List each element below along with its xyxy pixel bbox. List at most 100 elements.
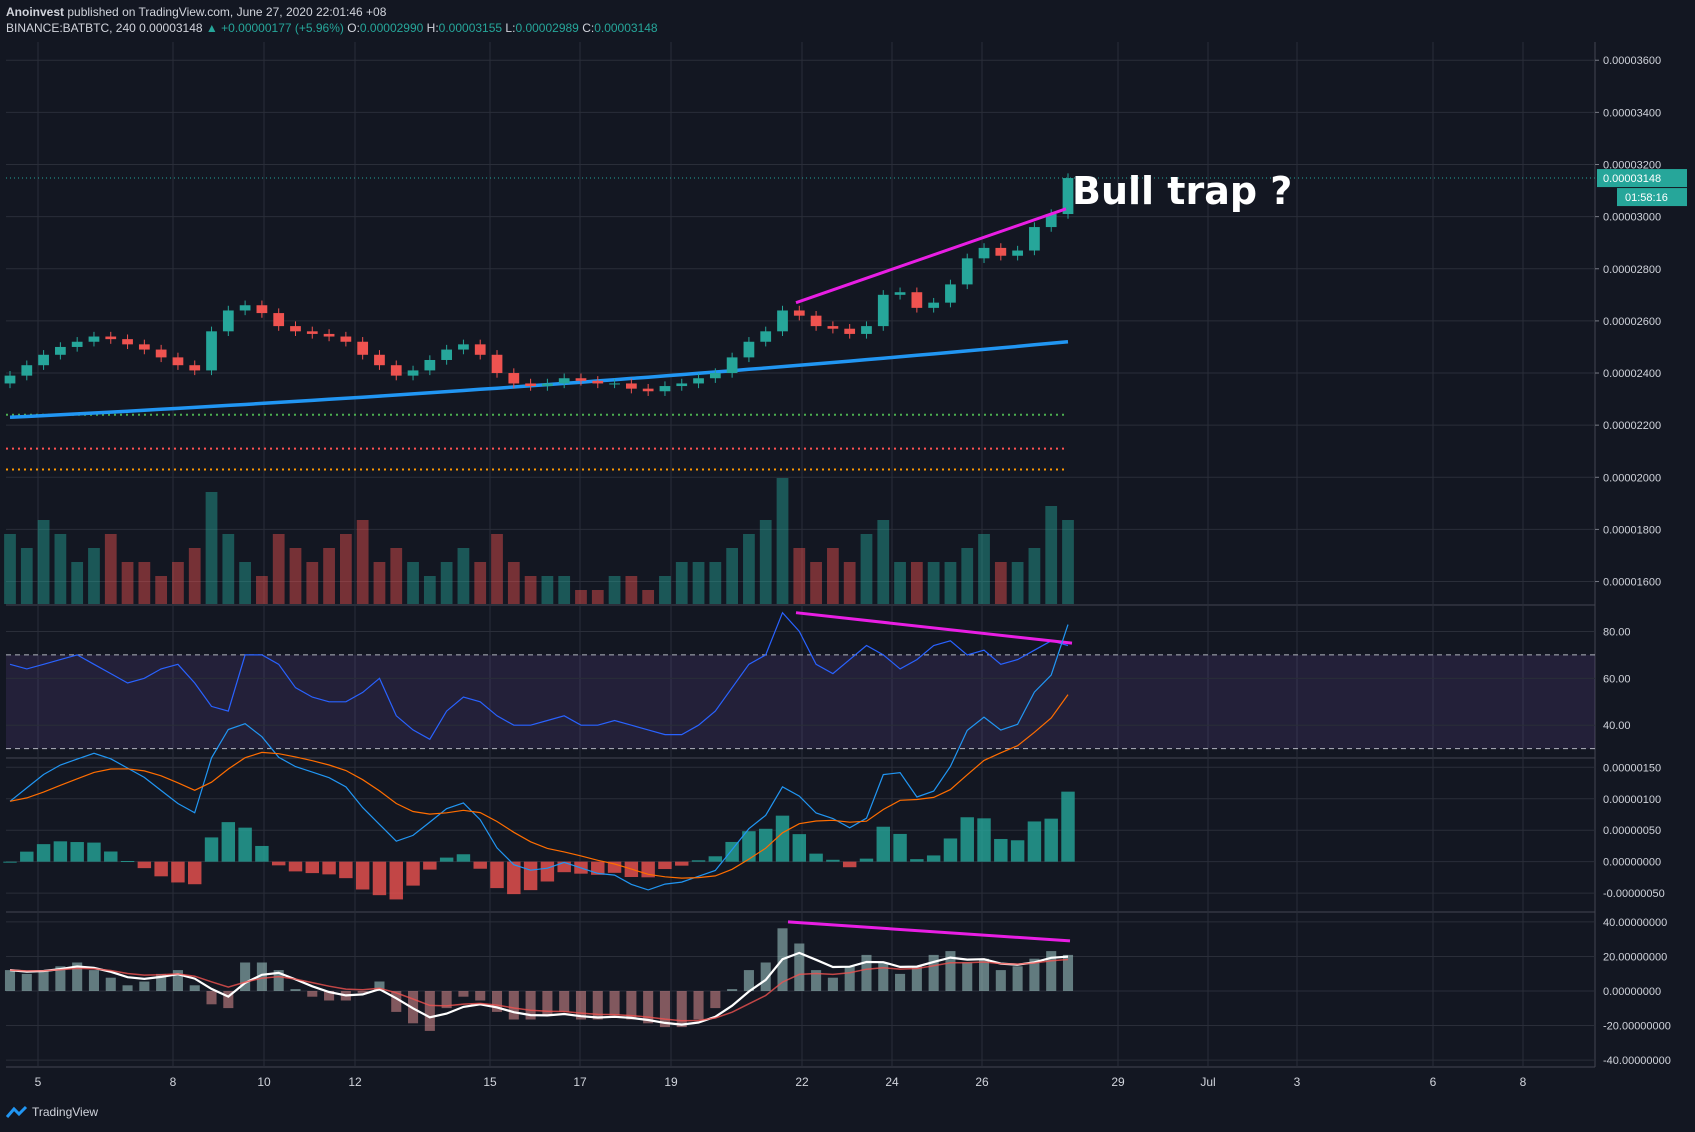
volume-bar	[608, 576, 621, 604]
price-tick-label: 0.00001800	[1603, 524, 1661, 536]
oscillator-histogram-bar	[156, 973, 167, 991]
oscillator-histogram-bar	[55, 966, 66, 991]
macd-histogram-bar	[322, 861, 336, 875]
volume-bar	[524, 576, 537, 604]
volume-bar	[675, 562, 688, 604]
volume-bar	[927, 562, 940, 604]
low-value: 0.00002989	[515, 21, 579, 35]
oscillator-histogram-bar	[878, 962, 889, 991]
oscillator-histogram-bar	[542, 991, 553, 1016]
candle	[239, 305, 251, 311]
macd-histogram-bar	[960, 817, 974, 862]
candle	[1029, 227, 1040, 251]
price-tick-label: 0.00003200	[1603, 160, 1661, 172]
volume-bar	[843, 562, 856, 604]
symbol[interactable]: BINANCE:BATBTC, 240	[6, 21, 136, 35]
candle	[928, 302, 940, 308]
volume-bar	[961, 548, 974, 604]
macd-tick-label: 0.00000000	[1603, 857, 1661, 869]
candle	[693, 378, 704, 384]
candle	[861, 326, 872, 334]
macd-histogram-bar	[171, 861, 185, 883]
x-tick-label: 10	[257, 1075, 271, 1089]
oscillator-histogram-bar	[643, 991, 654, 1024]
candle	[390, 365, 402, 376]
macd-histogram-bar	[540, 861, 555, 882]
volume-bar	[944, 562, 957, 604]
rsi-tick-label: 40.00	[1603, 720, 1631, 732]
x-tick-label: 29	[1111, 1075, 1125, 1089]
macd-histogram-bar	[36, 844, 51, 862]
volume-bar	[423, 576, 436, 604]
candle	[138, 344, 150, 350]
oscillator-histogram-bar	[811, 970, 822, 991]
x-tick-label: 12	[348, 1075, 362, 1089]
macd-histogram-bar	[423, 861, 437, 870]
oscillator-histogram-bar	[659, 991, 670, 1028]
macd-line	[9, 624, 1069, 891]
price-tick-label: 0.00003600	[1603, 55, 1661, 67]
volume-bar	[155, 576, 168, 604]
bull-trap-annotation: Bull trap ?	[1072, 169, 1292, 213]
oscillator-histogram-bar	[458, 991, 469, 997]
macd-histogram-bar	[372, 861, 387, 896]
chart-header: Anoinvest published on TradingView.com, …	[6, 4, 658, 36]
volume-bar	[20, 548, 33, 604]
tradingview-logo[interactable]: TradingView	[6, 1105, 98, 1119]
oscillator-histogram-bar	[122, 985, 133, 991]
author-name[interactable]: Anoinvest	[6, 5, 65, 19]
volume-bar	[659, 576, 671, 604]
macd-histogram-bar	[355, 861, 370, 890]
macd-tick-label: 0.00000150	[1603, 762, 1661, 774]
macd-histogram-bar	[120, 861, 135, 863]
candle	[1062, 178, 1074, 215]
macd-histogram-bar	[221, 822, 236, 862]
volume-bar	[104, 534, 117, 604]
candle	[189, 365, 201, 371]
x-tick-label: Jul	[1200, 1075, 1215, 1089]
volume-bar	[591, 590, 604, 604]
price-tick-label: 0.00002600	[1603, 316, 1661, 328]
volume-bar	[793, 548, 806, 604]
x-tick-label: 26	[975, 1075, 989, 1089]
oscillator-histogram-bar	[38, 970, 49, 991]
candle	[793, 310, 805, 316]
rsi-band	[6, 654, 1595, 749]
candle	[911, 292, 923, 308]
oscillator-histogram-bar	[760, 962, 771, 991]
macd-histogram-bar	[70, 842, 84, 862]
macd-histogram-bar	[859, 858, 874, 862]
volume-bar	[440, 562, 453, 604]
oscillator-histogram-bar	[374, 981, 385, 991]
price-trend-line	[795, 207, 1067, 305]
oscillator-tick-label: -20.00000000	[1603, 1021, 1671, 1033]
volume-bar	[323, 548, 335, 604]
oscillator-histogram-bar	[206, 991, 217, 1005]
oscillator-histogram-bar	[609, 991, 620, 1016]
volume-bar	[877, 520, 890, 604]
oscillator-histogram-bar	[978, 958, 990, 991]
candle	[340, 336, 352, 342]
oscillator-line	[9, 951, 1069, 1026]
x-tick-label: 17	[573, 1075, 587, 1089]
macd-tick-label: 0.00000100	[1603, 794, 1661, 806]
candle	[458, 344, 469, 350]
volume-bar	[575, 590, 587, 604]
volume-bar	[37, 520, 50, 604]
candle	[709, 373, 721, 379]
close-value: 0.00003148	[594, 21, 658, 35]
volume-bar	[709, 562, 722, 604]
candle	[21, 365, 33, 376]
volume-bar	[541, 576, 554, 604]
candle	[38, 354, 49, 366]
x-tick-label: 8	[170, 1075, 177, 1089]
oscillator-histogram-bar	[508, 991, 519, 1020]
price-tick-label: 0.00001600	[1603, 577, 1661, 589]
price-tick-label: 0.00002800	[1603, 264, 1661, 276]
macd-histogram-bar	[1027, 821, 1042, 862]
volume-bar	[356, 520, 369, 604]
price-badge-bg	[1597, 169, 1687, 188]
volume-bar	[339, 534, 352, 604]
candle	[676, 383, 688, 387]
